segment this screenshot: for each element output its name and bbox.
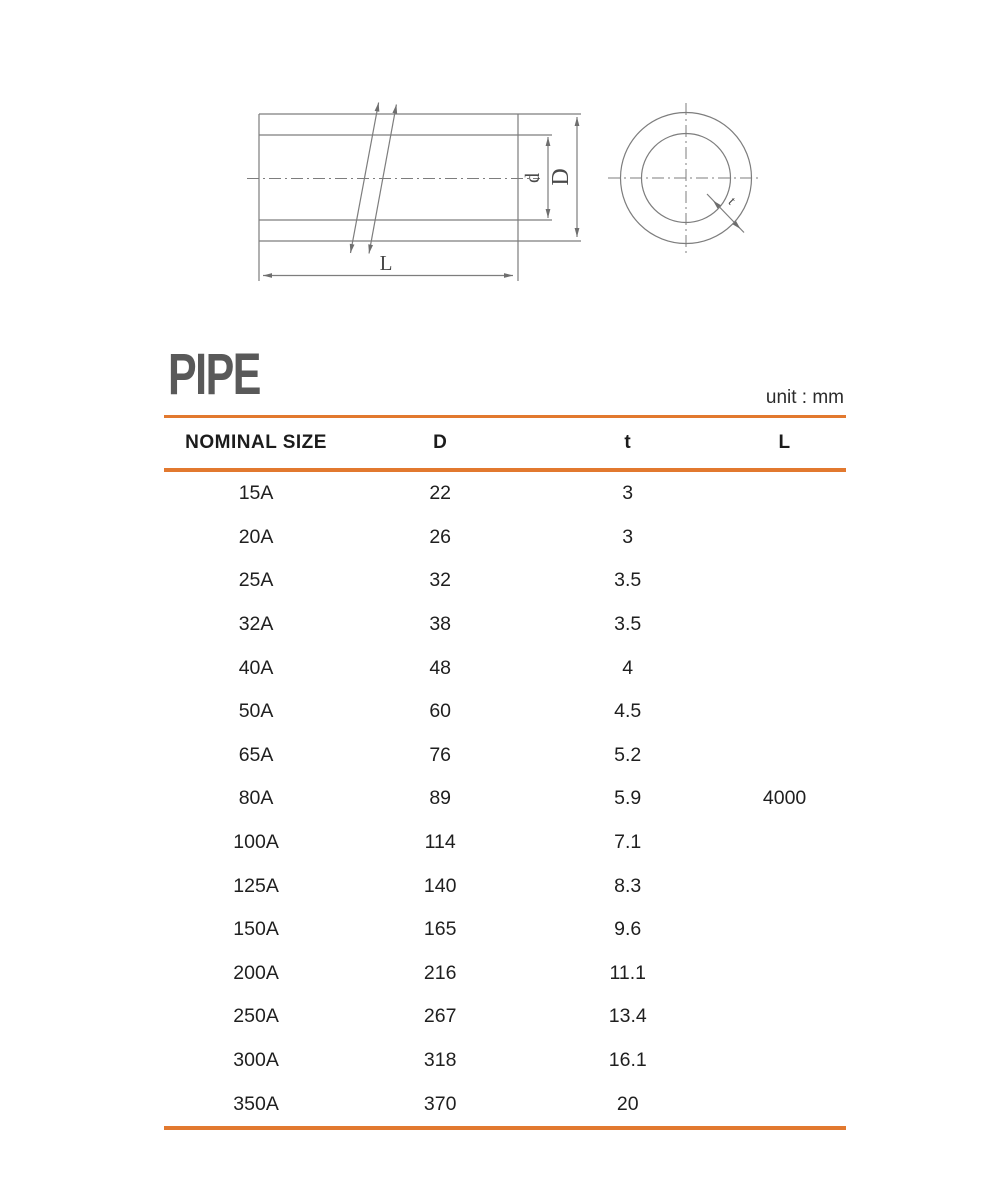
table-body: 15A 22 3 20A 26 3 25A 32 3.5 32A 38 3.5 40A 48 4 50A 60 4…: [164, 472, 846, 1126]
outer-diameter-cell: 76: [429, 743, 452, 766]
thickness-cell: 20: [616, 1092, 639, 1115]
side-view-group: [247, 113, 581, 281]
table-row: 80A 89 5.9 4000: [164, 777, 846, 821]
table-row: 25A 32 3.5: [164, 559, 846, 603]
thickness-cell: 5.9: [614, 787, 642, 810]
divider-top: [164, 415, 846, 418]
dimension-inner-diameter: d: [522, 137, 551, 218]
thickness-cell: 8.3: [614, 874, 642, 897]
table-row: 250A 267 13.4: [164, 995, 846, 1039]
nominal-size-cell: 65A: [238, 743, 274, 766]
table-row: 20A 26 3: [164, 516, 846, 560]
col-header-outer-diameter: D: [433, 432, 448, 453]
pipe-technical-drawing: d D L t: [247, 102, 760, 281]
table-row: 40A 48 4: [164, 646, 846, 690]
nominal-size-cell: 32A: [238, 613, 274, 636]
cross-section-group: [608, 103, 760, 255]
break-lines-group: [349, 102, 398, 254]
unit-label: unit : mm: [765, 387, 844, 408]
col-header-nominal-size: NOMINAL SIZE: [185, 432, 327, 453]
thickness-cell: 16.1: [608, 1049, 647, 1072]
nominal-size-cell: 250A: [233, 1005, 279, 1028]
table-row: 65A 76 5.2: [164, 734, 846, 778]
thickness-cell: 3.5: [614, 569, 642, 592]
thickness-cell: 3: [622, 482, 634, 505]
outer-diameter-cell: 140: [423, 874, 457, 897]
length-cell: 4000: [762, 787, 807, 810]
nominal-size-cell: 125A: [233, 874, 279, 897]
thickness-cell: 11.1: [609, 961, 646, 984]
table-row: 125A 140 8.3: [164, 864, 846, 908]
table-row: 150A 165 9.6: [164, 908, 846, 952]
table-row: 200A 216 11.1: [164, 952, 846, 996]
nominal-size-cell: 150A: [233, 918, 279, 941]
table-header-row: NOMINAL SIZE D t L: [164, 421, 846, 465]
table-row: 50A 60 4.5: [164, 690, 846, 734]
outer-diameter-cell: 22: [429, 482, 452, 505]
dimension-outer-diameter: D: [548, 117, 580, 237]
nominal-size-cell: 350A: [233, 1092, 279, 1115]
table-row: 15A 22 3: [164, 472, 846, 516]
nominal-size-cell: 15A: [238, 482, 274, 505]
outer-diameter-cell: 89: [429, 787, 452, 810]
thickness-cell: 7.1: [614, 831, 642, 854]
thickness-cell: 4.5: [614, 700, 642, 723]
nominal-size-cell: 100A: [233, 831, 279, 854]
thickness-cell: 9.6: [614, 918, 642, 941]
outer-diameter-cell: 267: [423, 1005, 457, 1028]
table-row: 100A 114 7.1: [164, 821, 846, 865]
col-header-thickness: t: [624, 432, 632, 453]
thickness-cell: 3.5: [614, 613, 642, 636]
outer-diameter-cell: 48: [429, 656, 452, 679]
outer-diameter-label: D: [548, 168, 574, 185]
col-header-length: L: [778, 432, 791, 453]
length-label: L: [380, 251, 393, 275]
outer-diameter-cell: 165: [423, 918, 457, 941]
thickness-cell: 4: [622, 656, 634, 679]
divider-bottom: [164, 1126, 846, 1130]
nominal-size-cell: 40A: [238, 656, 274, 679]
outer-diameter-cell: 114: [424, 831, 456, 854]
inner-diameter-label: d: [522, 173, 544, 183]
outer-diameter-cell: 32: [429, 569, 452, 592]
nominal-size-cell: 300A: [233, 1049, 279, 1072]
table-row: 300A 318 16.1: [164, 1039, 846, 1083]
nominal-size-cell: 20A: [238, 525, 274, 548]
thickness-cell: 5.2: [614, 743, 642, 766]
outer-diameter-cell: 38: [429, 613, 452, 636]
outer-diameter-cell: 60: [429, 700, 452, 723]
table-row: 350A 370 20: [164, 1082, 846, 1126]
nominal-size-cell: 80A: [238, 787, 274, 810]
nominal-size-cell: 50A: [238, 700, 274, 723]
outer-diameter-cell: 216: [423, 961, 457, 984]
outer-diameter-cell: 370: [423, 1092, 457, 1115]
outer-diameter-cell: 26: [429, 525, 452, 548]
page-title: PIPE: [168, 342, 261, 407]
thickness-cell: 13.4: [608, 1005, 647, 1028]
nominal-size-cell: 200A: [233, 961, 279, 984]
table-row: 32A 38 3.5: [164, 603, 846, 647]
dimension-length: L: [263, 251, 513, 278]
divider-header: [164, 468, 846, 472]
thickness-cell: 3: [622, 525, 634, 548]
outer-diameter-cell: 318: [423, 1049, 457, 1072]
nominal-size-cell: 25A: [238, 569, 274, 592]
